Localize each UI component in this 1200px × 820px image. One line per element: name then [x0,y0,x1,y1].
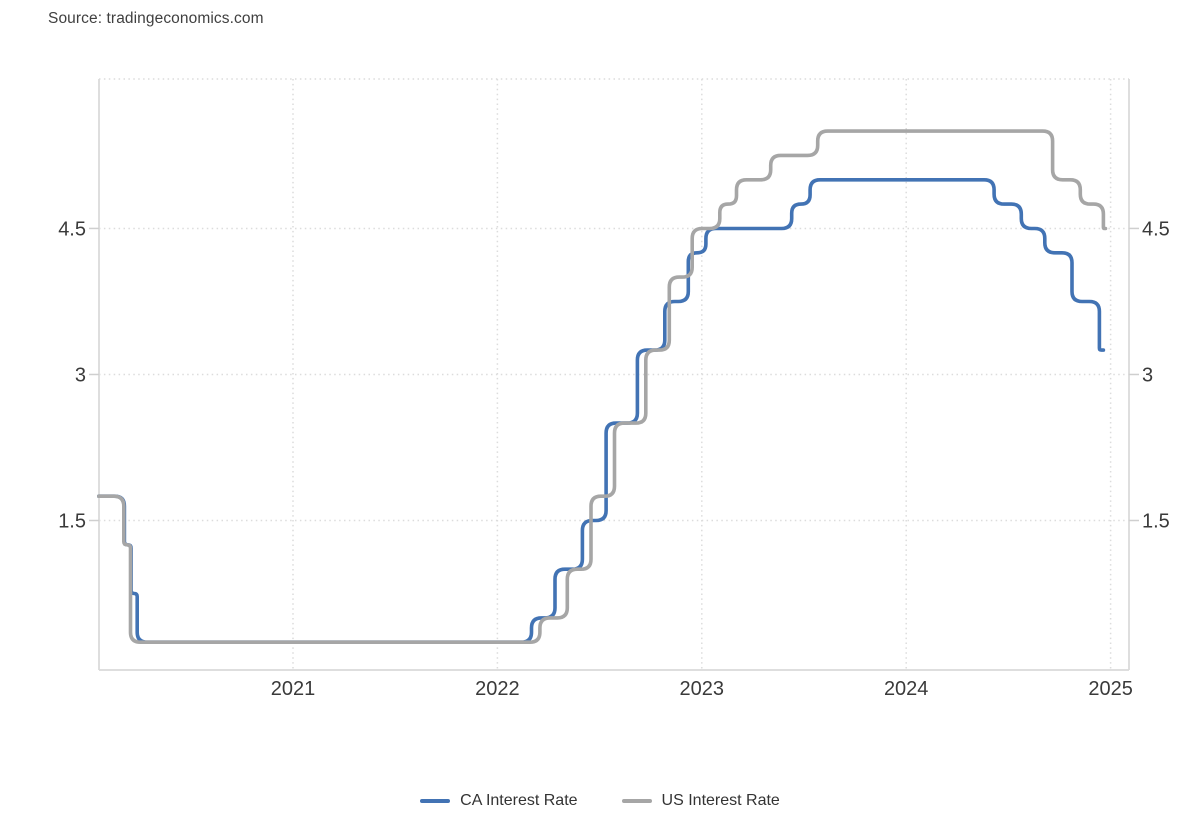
x-axis-label: 2024 [884,678,929,700]
series-lines [97,129,1108,644]
x-axis-label: 2022 [475,678,520,700]
series-line-ca[interactable] [97,178,1106,644]
y-axis-label-right: 1.5 [1142,511,1170,533]
y-axis-label-left: 4.5 [58,218,86,240]
y-axis-label-left: 3 [75,364,86,386]
tick-marks [89,227,1139,522]
legend-label-ca: CA Interest Rate [460,792,578,809]
y-axis-label-left: 1.5 [58,511,86,533]
y-axis-label-right: 3 [1142,364,1153,386]
x-axis-label: 2025 [1088,678,1133,700]
ca-line-swatch [420,799,451,803]
series-line-us[interactable] [97,129,1108,644]
legend-item-us-interest-rate[interactable]: US Interest Rate [621,792,780,810]
y-axis-label-right: 4.5 [1142,218,1170,240]
axis-labels: 1.5 1.5 3 3 4.5 4.5 2021 2022 2023 2024 2025 [58,218,1170,700]
source-label: Source: tradingeconomics.com [48,10,264,27]
interest-rate-chart: 1.5 1.5 3 3 4.5 4.5 2021 2022 2023 2024 2025 [58,78,1170,700]
us-line-swatch [621,799,652,803]
legend-label-us: US Interest Rate [661,792,780,809]
legend-item-ca-interest-rate[interactable]: CA Interest Rate [420,792,578,810]
legend: CA Interest Rate US Interest Rate [0,792,1200,810]
gridlines [99,78,1129,670]
x-axis-label: 2023 [680,678,725,700]
x-axis-label: 2021 [271,678,316,700]
